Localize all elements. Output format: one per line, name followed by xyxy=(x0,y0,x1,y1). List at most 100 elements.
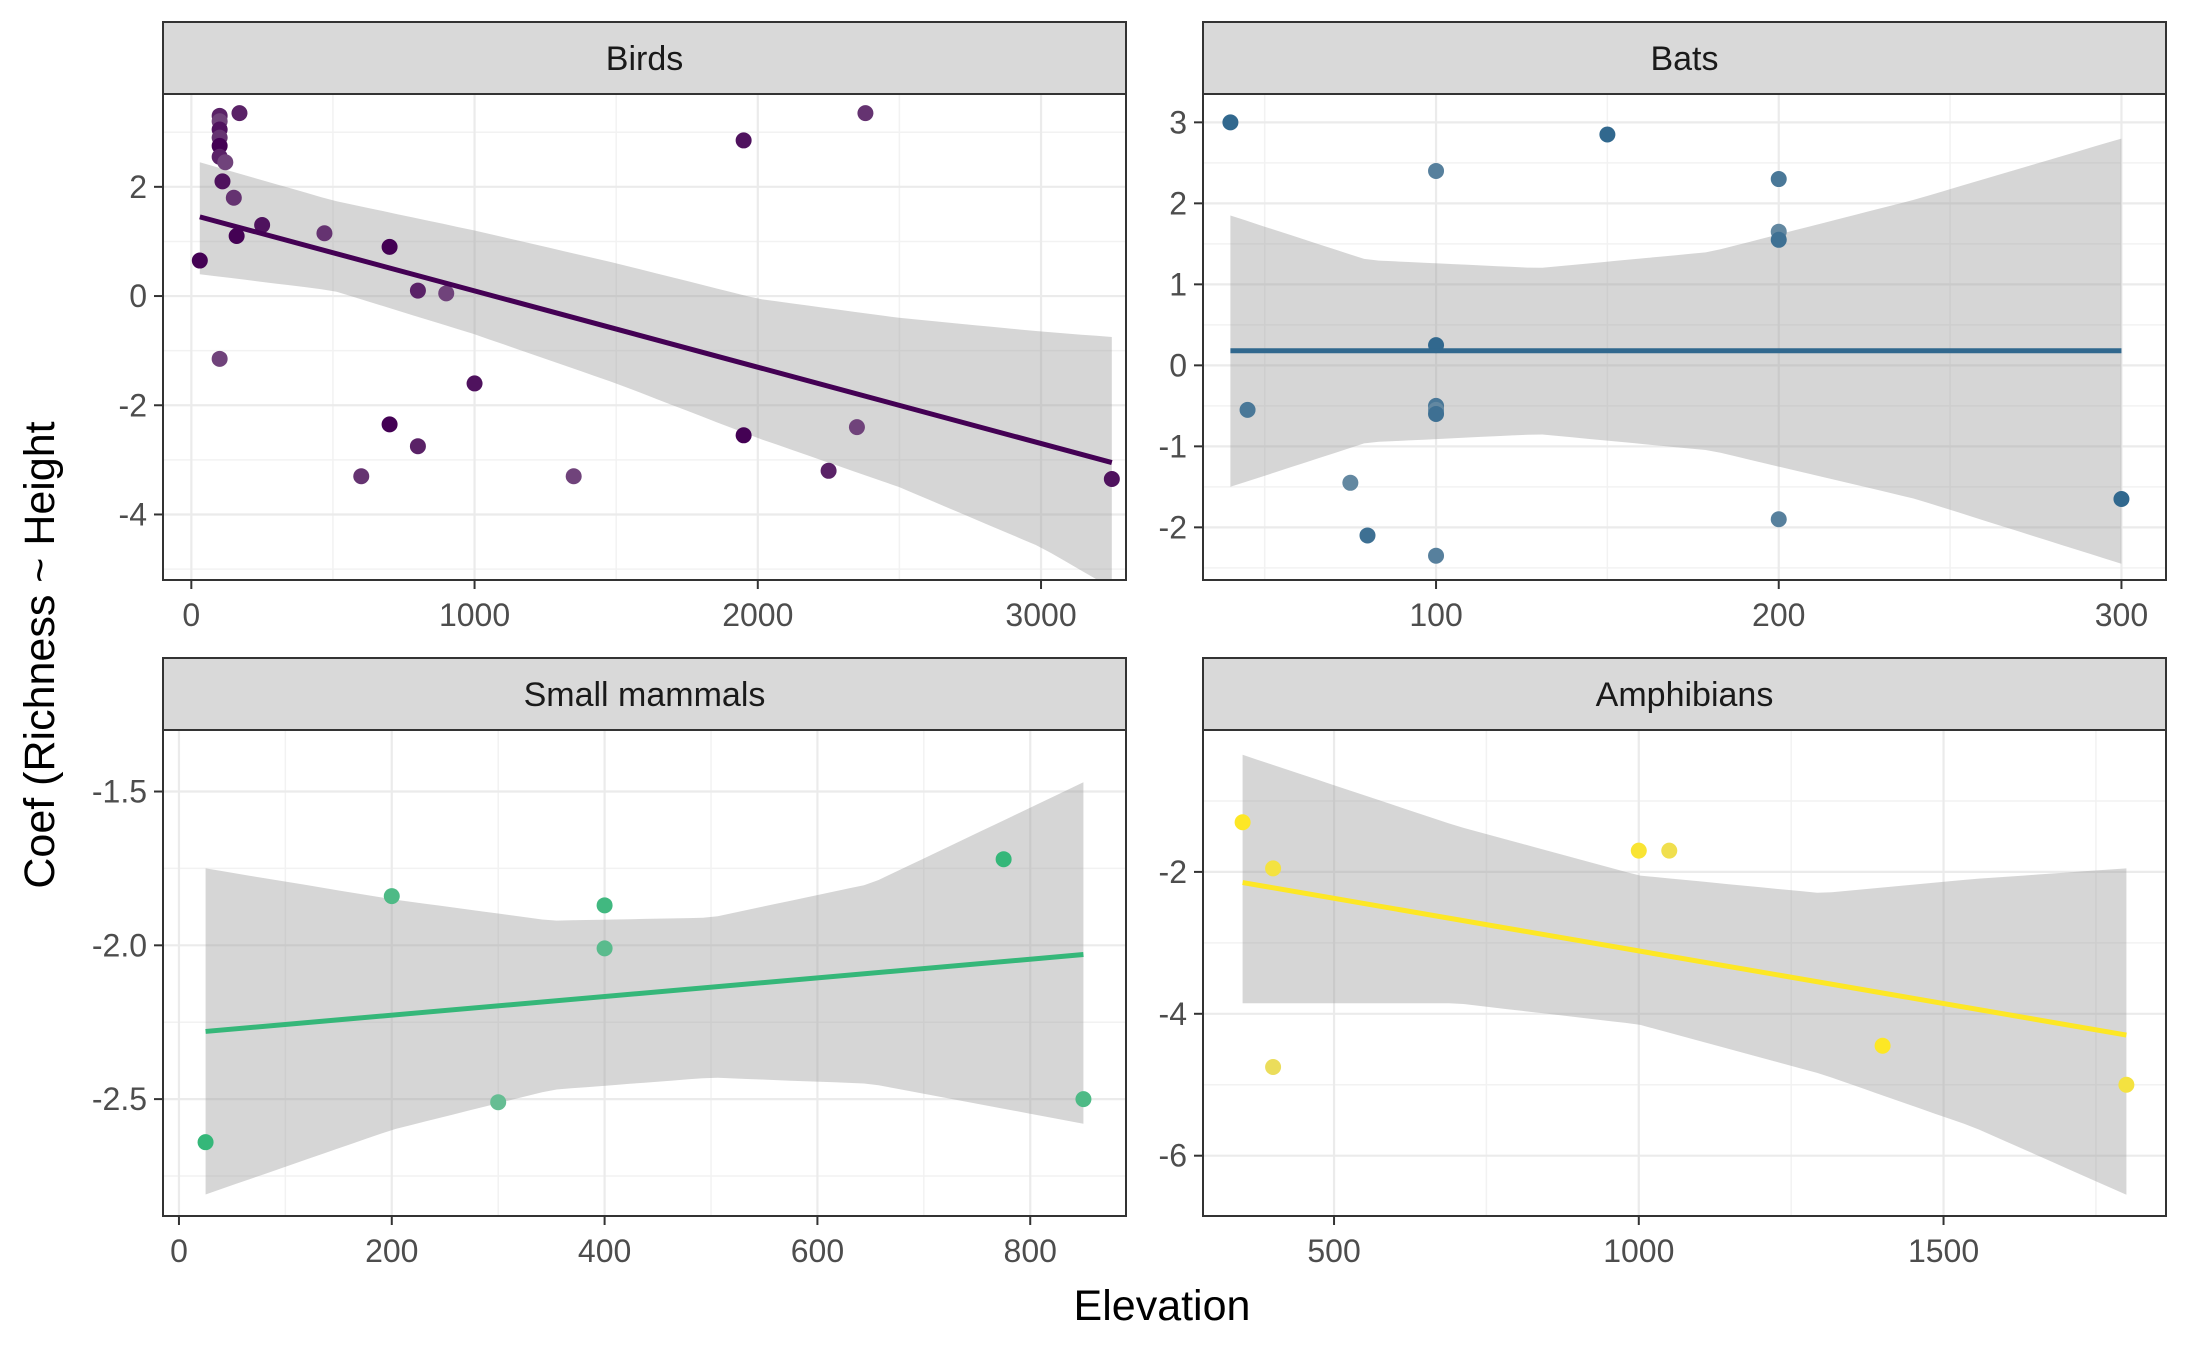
data-point xyxy=(231,105,248,122)
data-point xyxy=(1234,814,1251,831)
data-point xyxy=(211,350,228,367)
data-point xyxy=(596,897,613,914)
data-point xyxy=(820,462,837,479)
data-point xyxy=(191,252,208,269)
data-point xyxy=(1103,470,1120,487)
data-point xyxy=(1428,405,1445,422)
x-tick-label: 1000 xyxy=(439,597,510,633)
x-tick-label: 0 xyxy=(182,597,200,633)
data-point xyxy=(214,173,231,190)
panel-plot-area xyxy=(163,730,1126,1216)
y-tick-label: 0 xyxy=(129,278,147,314)
confidence-band xyxy=(1242,754,2127,1195)
data-point xyxy=(1222,114,1239,131)
data-point xyxy=(1265,1059,1282,1076)
data-point xyxy=(2118,1076,2135,1093)
confidence-band xyxy=(205,782,1084,1195)
data-point xyxy=(1075,1091,1092,1108)
data-point xyxy=(1770,171,1787,188)
facet-panel: Small mammals 0 200 400 600 800 -1.5 -2.0 -2.5 xyxy=(92,657,1127,1269)
data-point xyxy=(1630,842,1647,859)
data-point xyxy=(1428,547,1445,564)
data-point xyxy=(1428,162,1445,179)
x-tick-label: 0 xyxy=(170,1233,188,1269)
data-point xyxy=(381,416,398,433)
facet-panel: Birds 0 1000 2000 3000 2 0 -2 -4 xyxy=(119,21,1127,633)
panel-plot-area xyxy=(163,94,1126,580)
x-axis-title: Elevation xyxy=(1074,1282,1251,1330)
x-tick-label: 1000 xyxy=(1603,1233,1674,1269)
y-tick-label: -6 xyxy=(1159,1138,1187,1174)
data-point xyxy=(225,189,242,206)
confidence-band xyxy=(199,162,1112,580)
y-tick-label: -2 xyxy=(119,387,147,423)
x-tick-label: 300 xyxy=(2095,597,2148,633)
data-point xyxy=(466,375,483,392)
data-point xyxy=(565,468,582,485)
data-point xyxy=(1661,842,1678,859)
y-tick-label: 3 xyxy=(1169,104,1187,140)
x-tick-label: 2000 xyxy=(722,597,793,633)
x-tick-label: 500 xyxy=(1307,1233,1360,1269)
facet-panel: Bats 100 200 300 3 2 1 0 -1 -2 xyxy=(1159,21,2167,633)
y-tick-label: -4 xyxy=(1159,996,1187,1032)
facet-panels: Birds 0 1000 2000 3000 2 0 -2 -4 Bats 1 0 0 200 300 3 2 1… xyxy=(92,21,2167,1269)
data-point xyxy=(1770,231,1787,248)
facet-strip xyxy=(1202,657,2167,731)
data-point xyxy=(1342,474,1359,491)
facet-strip xyxy=(162,21,1127,95)
y-tick-label: 2 xyxy=(129,169,147,205)
data-point xyxy=(848,419,865,436)
x-tick-label: 3000 xyxy=(1005,597,1076,633)
panel-plot-area xyxy=(1203,730,2166,1216)
data-point xyxy=(409,438,426,455)
panel-border xyxy=(162,729,1127,1217)
data-point xyxy=(995,851,1012,868)
data-point xyxy=(383,888,400,905)
data-point xyxy=(1770,511,1787,528)
data-point xyxy=(228,227,245,244)
facet-title: Amphibians xyxy=(1596,676,1774,714)
y-tick-label: -2.0 xyxy=(92,927,147,963)
x-tick-label: 200 xyxy=(365,1233,418,1269)
panel-plot-area xyxy=(1203,94,2166,580)
facet-panel: Amphibians 500 1000 1500 -2 -4 -6 xyxy=(1159,657,2167,1269)
y-tick-label: -2 xyxy=(1159,509,1187,545)
y-tick-label: 1 xyxy=(1169,266,1187,302)
panel-background xyxy=(1203,730,2166,1216)
y-tick-label: 2 xyxy=(1169,185,1187,221)
data-point xyxy=(217,154,234,171)
panel-background xyxy=(1203,94,2166,580)
panel-border xyxy=(1202,729,2167,1217)
x-tick-label: 600 xyxy=(791,1233,844,1269)
facet-title: Small mammals xyxy=(524,676,766,714)
facet-title: Birds xyxy=(606,40,683,78)
y-axis-title: Coef (Richness ~ Height xyxy=(16,421,64,888)
data-point xyxy=(381,238,398,255)
panel-background xyxy=(163,730,1126,1216)
data-point xyxy=(1599,126,1616,143)
x-tick-label: 1500 xyxy=(1908,1233,1979,1269)
y-tick-label: -2 xyxy=(1159,854,1187,890)
x-tick-label: 800 xyxy=(1004,1233,1057,1269)
regression-line xyxy=(199,214,1113,466)
y-tick-label: -2.5 xyxy=(92,1081,147,1117)
data-point xyxy=(1874,1037,1891,1054)
data-point xyxy=(735,427,752,444)
data-point xyxy=(409,282,426,299)
data-point xyxy=(2113,491,2130,507)
y-tick-label: -4 xyxy=(119,496,147,532)
regression-line xyxy=(1242,880,2127,1038)
regression-line xyxy=(205,952,1084,1034)
data-point xyxy=(596,940,613,957)
data-point xyxy=(735,132,752,149)
y-tick-label: 0 xyxy=(1169,347,1187,383)
facet-title: Bats xyxy=(1650,40,1718,78)
data-point xyxy=(438,285,455,302)
y-tick-label: -1.5 xyxy=(92,774,147,810)
y-tick-label: -1 xyxy=(1159,428,1187,464)
x-tick-label: 200 xyxy=(1752,597,1805,633)
panel-border xyxy=(1202,93,2167,581)
data-point xyxy=(1239,401,1256,418)
